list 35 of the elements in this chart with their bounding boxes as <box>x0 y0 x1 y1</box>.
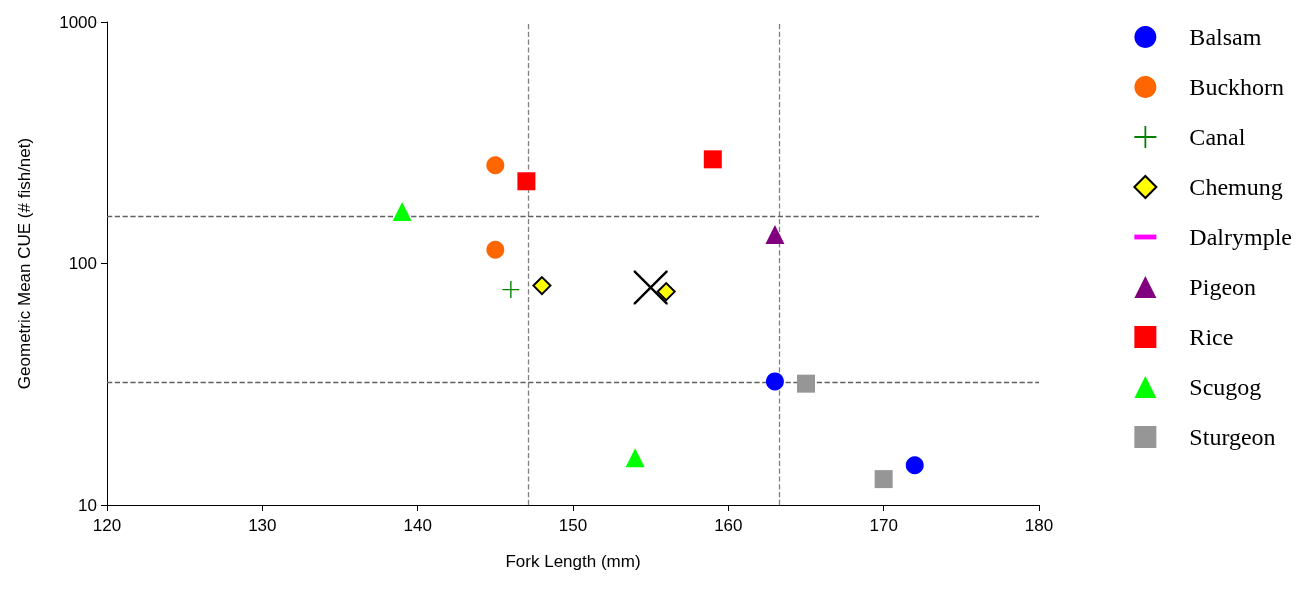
point <box>874 470 893 489</box>
x-tick-label: 180 <box>1024 516 1054 535</box>
y-tick-label: 1000 <box>59 12 97 32</box>
point <box>532 276 552 296</box>
x-tick-label: 150 <box>558 516 588 535</box>
x-axis-title: Fork Length (mm) <box>505 552 641 571</box>
legend-label: Canal <box>1189 124 1246 150</box>
y-tick-label: 10 <box>78 495 97 515</box>
x-tick-label: 130 <box>248 516 277 535</box>
point <box>797 374 815 393</box>
legend-label: Pigeon <box>1189 274 1257 300</box>
point <box>392 202 412 222</box>
legend-label: Chemung <box>1189 174 1283 200</box>
point <box>656 282 676 302</box>
point <box>625 448 645 468</box>
y-tick-label: 100 <box>68 254 97 273</box>
point <box>703 150 722 169</box>
legend-label: Rice <box>1189 324 1234 350</box>
legend-label: Scugog <box>1189 374 1262 400</box>
x-tick-label: 170 <box>869 516 898 535</box>
x-tick-label: 160 <box>714 516 743 535</box>
legend-label: Buckhorn <box>1189 74 1285 100</box>
legend-label: Balsam <box>1189 24 1262 50</box>
point <box>517 172 536 191</box>
point <box>486 156 505 175</box>
legend-label: Dalrymple <box>1189 224 1293 250</box>
x-tick-label: 140 <box>403 516 432 535</box>
point <box>765 224 785 244</box>
point <box>502 281 520 299</box>
legend-label: Sturgeon <box>1189 424 1276 450</box>
point <box>486 240 505 259</box>
y-axis-title: Geometric Mean CUE (# fish/net) <box>15 137 34 390</box>
x-tick-label: 120 <box>92 516 122 535</box>
point <box>765 372 784 391</box>
point <box>905 456 924 475</box>
